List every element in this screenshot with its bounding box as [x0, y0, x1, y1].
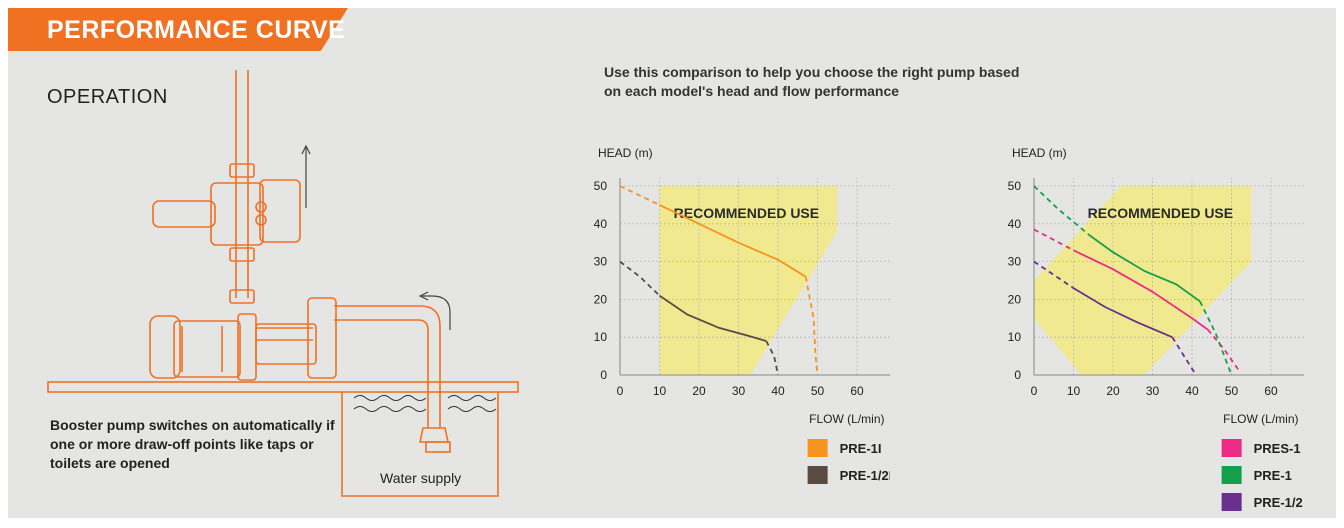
y-tick-label: 0 — [600, 368, 607, 382]
series-line — [1073, 287, 1173, 339]
x-tick-label: 50 — [811, 384, 825, 398]
series-line-dashed — [1207, 329, 1241, 372]
legend-label: PRE-1/2I — [840, 468, 890, 483]
banner-title: PERFORMANCE CURVE — [47, 16, 346, 44]
y-tick-label: 20 — [1008, 292, 1022, 306]
suction-pipe-outer — [334, 305, 441, 428]
pump-housing — [255, 323, 317, 365]
x-tick-label: 20 — [1106, 384, 1120, 398]
water-tank — [341, 392, 499, 497]
x-tick-label: 30 — [1146, 384, 1160, 398]
series-line — [658, 294, 767, 342]
water-wave — [447, 406, 497, 412]
y-tick-label: 10 — [1008, 330, 1022, 344]
water-wave — [447, 395, 497, 401]
legend-label: PRE-1I — [840, 441, 882, 456]
controller-gauge-bottom — [255, 214, 267, 226]
ground-slab — [47, 381, 519, 393]
recommended-use-label: RECOMMENDED USE — [1088, 205, 1233, 221]
suction-pipe-inner — [334, 319, 429, 428]
y-tick-label: 30 — [1008, 255, 1022, 269]
water-wave — [353, 395, 427, 401]
series-line-dashed — [1199, 300, 1233, 376]
controller-gauge-top — [255, 201, 267, 213]
x-axis-label: FLOW (L/min) — [1223, 412, 1298, 426]
series-line-dashed — [765, 340, 779, 376]
legend-label: PRES-1 — [1254, 441, 1301, 456]
pipe-coupling-top — [229, 163, 255, 178]
flow-up-arrowhead — [301, 144, 311, 155]
pump-illustration — [47, 70, 519, 497]
motor-body — [173, 320, 241, 378]
x-tick-label: 40 — [1185, 384, 1199, 398]
motor-end-cap — [149, 315, 181, 379]
x-tick-label: 60 — [1264, 384, 1278, 398]
x-axis-label: FLOW (L/min) — [809, 412, 884, 426]
flow-return-arrowhead — [418, 291, 429, 301]
x-tick-label: 0 — [1031, 384, 1038, 398]
legend-swatch — [1221, 493, 1242, 511]
operation-description: Booster pump switches on automatically i… — [50, 417, 335, 471]
series-line — [1073, 249, 1209, 331]
legend-swatch — [1221, 439, 1242, 457]
series-line — [1088, 234, 1201, 303]
water-wave — [353, 406, 427, 412]
x-tick-label: 30 — [732, 384, 746, 398]
series-line-dashed — [619, 260, 661, 297]
series-line-dashed — [1033, 228, 1074, 252]
series-line-dashed — [619, 185, 660, 206]
pipe-coupling-mid — [229, 247, 255, 262]
y-tick-label: 20 — [594, 292, 608, 306]
recommended-region — [659, 186, 838, 375]
series-line-dashed — [1171, 336, 1197, 376]
intro-text: Use this comparison to help you choose t… — [604, 64, 1020, 99]
x-tick-label: 50 — [1225, 384, 1239, 398]
series-line-dashed — [1033, 260, 1075, 289]
performance-chart-1: 0 10 20 30 40 50 60 0 10 20 30 40 50 HEAD (m) FLOW (L/… — [594, 146, 890, 484]
section-banner — [8, 8, 348, 51]
x-tick-label: 60 — [850, 384, 864, 398]
y-tick-label: 0 — [1014, 368, 1021, 382]
y-tick-label: 10 — [594, 330, 608, 344]
water-supply-label: Water supply — [380, 470, 462, 486]
x-tick-label: 40 — [771, 384, 785, 398]
recommended-use-label: RECOMMENDED USE — [674, 205, 819, 221]
y-tick-label: 50 — [594, 179, 608, 193]
performance-chart-2: 0 10 20 30 40 50 60 0 10 20 30 40 50 HEAD (m) FLOW (L/… — [1008, 146, 1304, 511]
legend-swatch — [1221, 466, 1242, 484]
legend-swatch — [807, 439, 828, 457]
flow-return-arrow — [422, 295, 451, 330]
series-line-dashed — [804, 276, 819, 376]
controller-body — [210, 182, 264, 246]
y-axis-label: HEAD (m) — [1012, 146, 1067, 160]
operation-title: OPERATION — [47, 86, 168, 108]
legend-label: PRE-1/2 — [1254, 495, 1303, 510]
y-tick-label: 50 — [1008, 179, 1022, 193]
y-tick-label: 40 — [1008, 217, 1022, 231]
legend-label: PRE-1 — [1254, 468, 1292, 483]
y-tick-label: 30 — [594, 255, 608, 269]
controller-housing — [259, 179, 301, 243]
x-tick-label: 10 — [653, 384, 667, 398]
y-tick-label: 40 — [594, 217, 608, 231]
x-tick-label: 0 — [617, 384, 624, 398]
pump-volute — [307, 297, 337, 379]
pipe-coupling-low — [229, 289, 255, 304]
controller-cover — [152, 200, 216, 228]
foot-valve-base — [425, 441, 451, 453]
x-tick-label: 10 — [1067, 384, 1081, 398]
foot-valve — [419, 427, 449, 443]
series-line — [659, 204, 807, 278]
x-tick-label: 20 — [692, 384, 706, 398]
legend-swatch — [807, 466, 828, 484]
performance-panel: PERFORMANCE CURVE OPERATION — [8, 8, 1336, 518]
y-axis-label: HEAD (m) — [598, 146, 653, 160]
series-line-dashed — [1033, 185, 1090, 236]
